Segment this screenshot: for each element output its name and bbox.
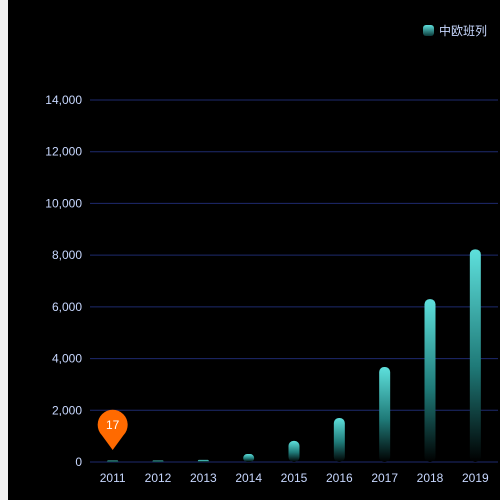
chart-panel: 0 2,000 4,000 6,000 8,000 10,000 12,000 14,000 …	[8, 0, 500, 500]
x-tick-label: 2011	[100, 471, 126, 485]
x-tick-label: 2017	[371, 471, 398, 485]
y-tick-label: 12,000	[45, 145, 82, 159]
y-tick-label: 4,000	[52, 352, 82, 366]
bar-2015[interactable]	[288, 440, 300, 462]
y-tick-label: 8,000	[52, 248, 82, 262]
y-tick-label: 10,000	[45, 196, 82, 210]
bar-2013[interactable]	[197, 459, 209, 462]
x-tick-label: 2015	[281, 471, 308, 485]
bar-chart: 02,0004,0006,0008,00010,00012,00014,000 …	[45, 23, 498, 485]
x-tick-label: 2013	[190, 471, 217, 485]
x-tick-label: 2012	[145, 471, 172, 485]
y-tick-label: 2,000	[52, 403, 82, 417]
x-tick-label: 2019	[462, 471, 489, 485]
grid-lines	[90, 99, 498, 463]
min-marker: 17	[97, 409, 128, 450]
bar-2018[interactable]	[424, 299, 436, 462]
bar-2019[interactable]	[469, 249, 481, 462]
bar-2017[interactable]	[379, 367, 391, 462]
bar-2012[interactable]	[152, 460, 164, 463]
y-axis-labels: 0 2,000 4,000 6,000 8,000 10,000 12,000 14,000	[45, 93, 82, 469]
legend[interactable]: 中欧班列	[423, 23, 487, 38]
legend-swatch[interactable]	[423, 25, 434, 36]
y-tick-label: 0	[75, 455, 82, 469]
x-tick-label: 2018	[417, 471, 444, 485]
y-tick-label: 6,000	[52, 300, 82, 314]
marker-pin[interactable]	[97, 409, 128, 450]
x-tick-label: 2016	[326, 471, 353, 485]
legend-label[interactable]: 中欧班列	[439, 23, 487, 38]
y-tick-label: 14,000	[45, 93, 82, 107]
x-tick-label: 2014	[235, 471, 262, 485]
marker-label: 17	[106, 418, 120, 432]
x-axis-labels: 2011 2012 2013 2014 2015 2016 2017 2018 2019	[100, 471, 489, 485]
bar-2011[interactable]	[107, 460, 119, 463]
bar-2014[interactable]	[243, 454, 255, 462]
bar-2016[interactable]	[333, 417, 345, 462]
bars	[107, 249, 481, 462]
